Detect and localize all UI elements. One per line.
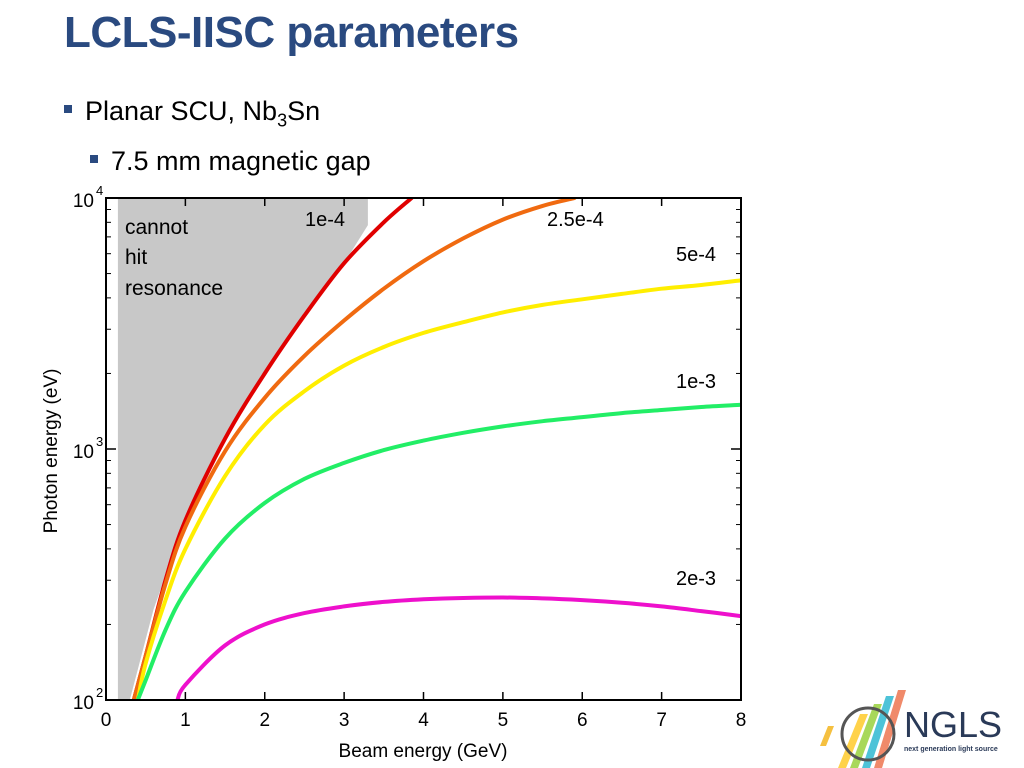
logo-ring <box>840 706 896 762</box>
bullet-text: Planar SCU, Nb <box>85 96 278 126</box>
x-tick-label: 3 <box>339 710 350 731</box>
x-tick-label: 0 <box>101 710 112 731</box>
logo-subtitle: next generation light source <box>904 746 998 753</box>
x-tick-label: 5 <box>498 710 509 731</box>
bullet-marker <box>64 104 72 113</box>
series-line-5e-4 <box>135 278 741 700</box>
bullet-marker <box>90 154 98 163</box>
x-tick-label: 8 <box>736 710 747 731</box>
logo-text: NGLS <box>904 704 1003 745</box>
bullet-item-gap: 7.5 mm magnetic gap <box>90 146 371 177</box>
plot-area <box>117 198 741 700</box>
y-tick-label: 10 <box>73 693 94 714</box>
bullet-subscript: 3 <box>277 110 288 131</box>
bullet-text-tail: Sn <box>287 96 321 126</box>
series-line-2.5e-4 <box>131 198 577 700</box>
series-label-1e-3: 1e-3 <box>676 371 716 393</box>
annotation-line-1: cannot <box>125 216 188 239</box>
series-label-2e-3: 2e-3 <box>676 568 716 590</box>
ngls-logo: NGLS next generation light source <box>818 686 1024 768</box>
series-label-5e-4: 5e-4 <box>676 244 716 266</box>
slide-title: LCLS-IISC parameters <box>64 8 519 57</box>
x-tick-label: 4 <box>418 710 429 731</box>
y-tick-exponent: 2 <box>96 685 103 700</box>
x-axis-label: Beam energy (GeV) <box>339 741 508 762</box>
x-tick-label: 1 <box>180 710 191 731</box>
x-tick-label: 7 <box>656 710 667 731</box>
x-tick-label: 2 <box>259 710 270 731</box>
x-tick-label: 6 <box>577 710 588 731</box>
y-tick-label: 10 <box>73 191 94 212</box>
bullet-text: 7.5 mm magnetic gap <box>111 146 371 176</box>
series-label-2.5e-4: 2.5e-4 <box>547 209 604 231</box>
y-tick-exponent: 3 <box>96 434 103 449</box>
annotation-line-3: resonance <box>125 277 223 300</box>
ngls-logo-mark <box>820 690 906 768</box>
series-line-2e-3 <box>175 595 741 700</box>
series-label-1e-4: 1e-4 <box>305 209 345 231</box>
series-line-1e-3 <box>135 402 741 700</box>
y-axis-label: Photon energy (eV) <box>41 369 62 534</box>
bullet-item-undulator: Planar SCU, Nb3Sn <box>64 96 320 131</box>
unreachable-region <box>117 198 368 700</box>
annotation-line-2: hit <box>125 246 147 269</box>
y-tick-exponent: 4 <box>96 183 103 198</box>
y-tick-label: 10 <box>73 442 94 463</box>
